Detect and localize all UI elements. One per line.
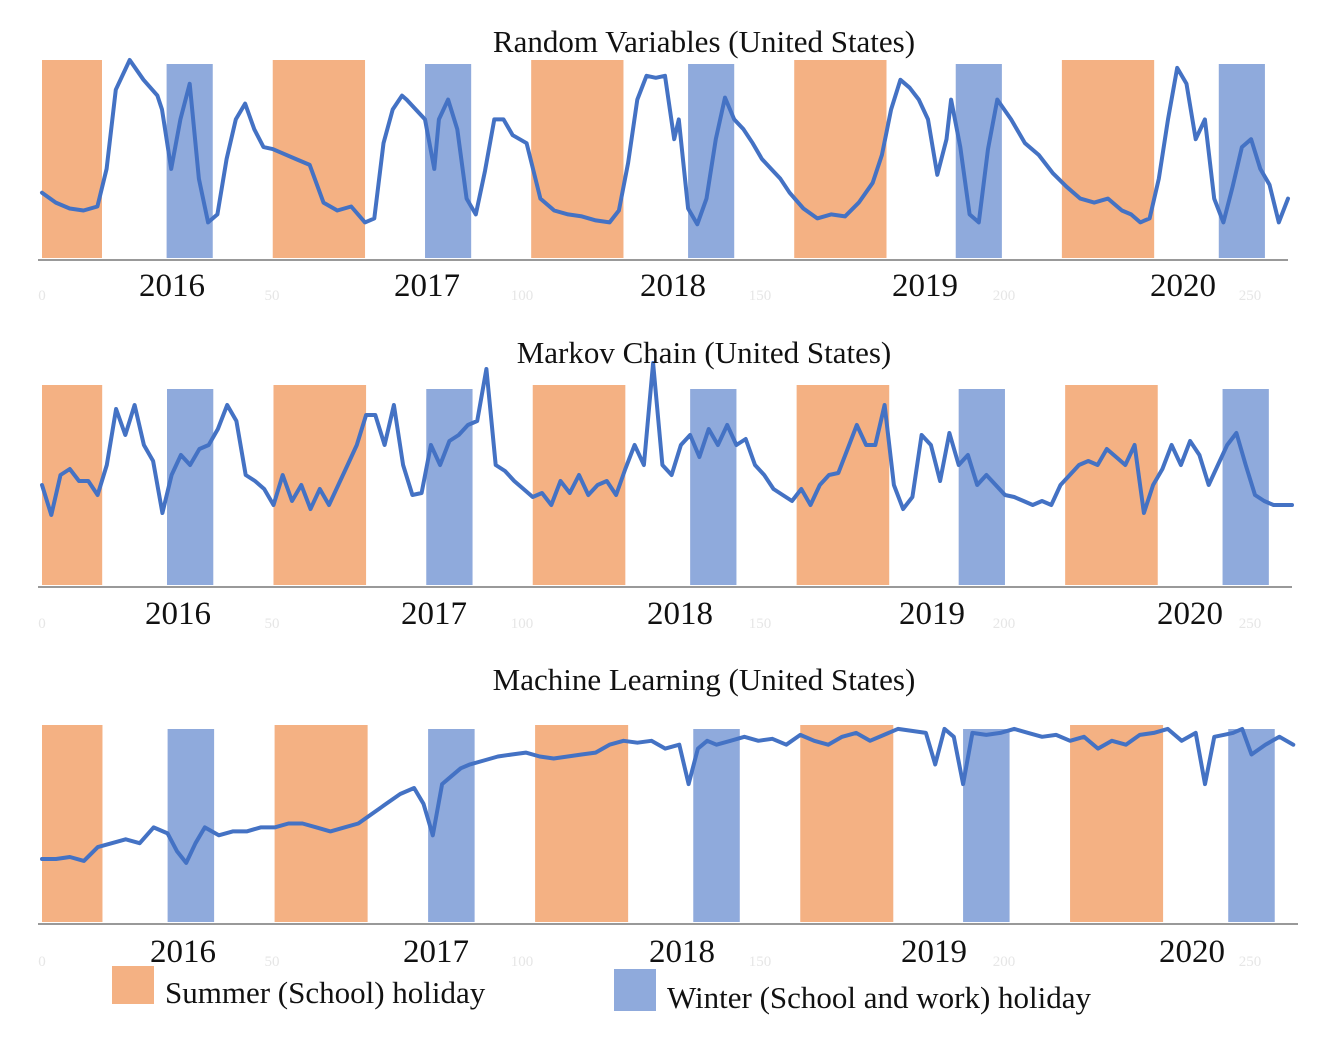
winter-holiday-band [1228, 729, 1275, 922]
panel-title: Random Variables (United States) [493, 24, 915, 59]
year-label: 2018 [647, 596, 713, 632]
year-label: 2019 [901, 934, 967, 970]
summer-holiday-band [1070, 725, 1164, 922]
year-label: 2016 [139, 268, 205, 304]
x-tick-label: 50 [265, 288, 280, 304]
legend-summer-swatch [112, 966, 154, 1004]
winter-holiday-band [963, 729, 1010, 922]
summer-holiday-band [42, 725, 103, 922]
x-tick-label: 200 [993, 954, 1016, 970]
x-tick-label: 0 [38, 954, 46, 970]
year-label: 2017 [394, 268, 460, 304]
panel-title: Machine Learning (United States) [493, 662, 916, 697]
legend-winter-swatch [614, 969, 656, 1011]
legend-summer-label: Summer (School) holiday [165, 975, 486, 1010]
panel-2: Markov Chain (United States) 2016 2017 2018… [38, 335, 1294, 632]
panel-3: Machine Learning (United States) 2016 2017… [38, 662, 1298, 970]
x-tick-label: 250 [1239, 616, 1262, 632]
x-tick-label: 100 [511, 616, 534, 632]
panel-1: Random Variables (United States) 2016 2017… [38, 24, 1290, 304]
series-line [40, 58, 1290, 227]
series-line [40, 361, 1294, 517]
winter-holiday-band [167, 389, 214, 585]
year-label: 2019 [899, 596, 965, 632]
x-tick-label: 150 [749, 954, 772, 970]
legend: Summer (School) holiday Winter (School a… [112, 966, 1092, 1015]
x-tick-label: 150 [749, 616, 772, 632]
x-tick-label: 150 [749, 288, 772, 304]
summer-holiday-band [796, 385, 890, 585]
year-label: 2019 [892, 268, 958, 304]
year-label: 2020 [1159, 934, 1225, 970]
legend-winter-label: Winter (School and work) holiday [667, 980, 1092, 1015]
x-tick-label: 0 [38, 616, 46, 632]
x-tick-label: 250 [1239, 288, 1262, 304]
year-label: 2017 [401, 596, 467, 632]
x-tick-label: 100 [511, 288, 534, 304]
summer-holiday-band [800, 725, 894, 922]
x-tick-label: 100 [511, 954, 534, 970]
x-tick-label: 200 [993, 616, 1016, 632]
winter-holiday-band [690, 389, 737, 585]
panel-title: Markov Chain (United States) [517, 335, 892, 370]
x-tick-label: 200 [993, 288, 1016, 304]
year-label: 2018 [649, 934, 715, 970]
summer-holiday-band [794, 60, 887, 258]
summer-holiday-band [1061, 60, 1155, 258]
x-tick-label: 0 [38, 288, 46, 304]
summer-holiday-band [531, 60, 624, 258]
x-tick-label: 50 [265, 954, 280, 970]
panels: Random Variables (United States) 2016 2017… [38, 24, 1298, 970]
x-tick-label: 250 [1239, 954, 1262, 970]
series-line [40, 726, 1296, 865]
year-label: 2020 [1157, 596, 1223, 632]
year-label: 2017 [403, 934, 469, 970]
year-label: 2016 [145, 596, 211, 632]
year-label: 2018 [640, 268, 706, 304]
winter-holiday-band [693, 729, 740, 922]
summer-holiday-band [272, 60, 366, 258]
year-label: 2016 [150, 934, 216, 970]
summer-holiday-band [1065, 385, 1158, 585]
winter-holiday-band [426, 389, 473, 585]
winter-holiday-band [167, 729, 215, 922]
x-tick-label: 50 [265, 616, 280, 632]
winter-holiday-band [1222, 389, 1269, 585]
year-label: 2020 [1150, 268, 1216, 304]
summer-holiday-band [273, 385, 367, 585]
summer-holiday-band [42, 60, 102, 258]
